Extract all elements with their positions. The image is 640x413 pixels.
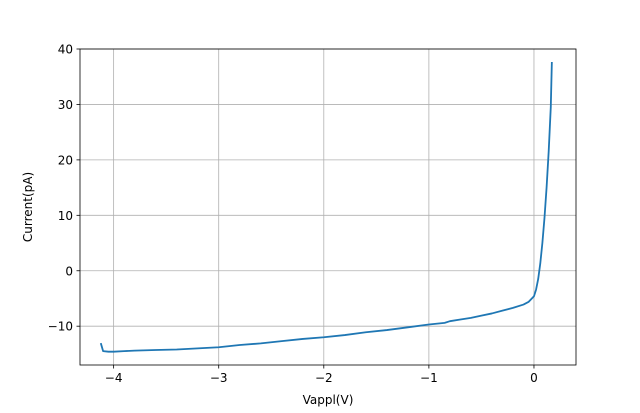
plot-area bbox=[80, 49, 576, 365]
x-tick-label: −2 bbox=[315, 371, 333, 385]
x-tick-label: −1 bbox=[420, 371, 438, 385]
series-layer bbox=[99, 61, 553, 353]
y-axis-label: Current(pA) bbox=[21, 172, 35, 242]
y-tick-label: 20 bbox=[58, 153, 73, 167]
x-tick-label: 0 bbox=[530, 371, 538, 385]
y-tick-label: −10 bbox=[48, 320, 73, 334]
x-tick-label: −3 bbox=[210, 371, 228, 385]
y-tick-label: 40 bbox=[58, 43, 73, 57]
plot-frame bbox=[79, 48, 577, 366]
x-axis-label: Vappl(V) bbox=[303, 393, 354, 407]
y-tick-label: 0 bbox=[65, 264, 73, 278]
y-tick-label: 30 bbox=[58, 98, 73, 112]
series-line bbox=[99, 61, 553, 353]
y-tick-label: 10 bbox=[58, 209, 73, 223]
x-tick-label: −4 bbox=[105, 371, 123, 385]
